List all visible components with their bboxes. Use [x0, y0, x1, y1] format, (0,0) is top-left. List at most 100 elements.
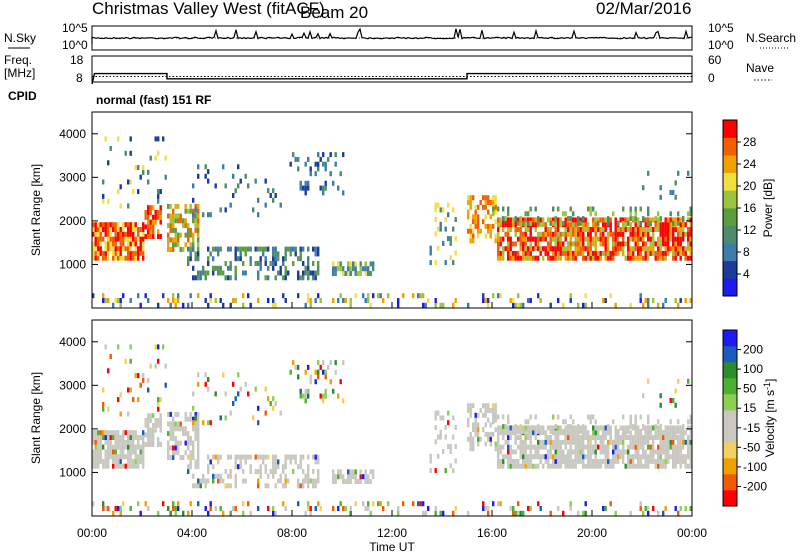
power-cell: [192, 183, 195, 189]
power-cell: [689, 241, 692, 247]
velocity-cell: [187, 469, 190, 474]
power-cell: [684, 231, 687, 237]
velocity-cell: [354, 474, 357, 480]
velocity-cell: [239, 464, 242, 470]
power-cell: [187, 237, 190, 243]
power-cell: [574, 231, 577, 237]
power-cell: [332, 261, 335, 267]
power-cell: [99, 222, 102, 228]
power-cell: [647, 217, 650, 223]
power-cell: [157, 193, 160, 199]
power-cell: [672, 217, 675, 223]
power-cell: [312, 275, 315, 281]
power-cell: [574, 222, 577, 228]
velocity-cell: [157, 344, 160, 350]
power-cell: [117, 246, 120, 252]
power-cell: [529, 246, 532, 252]
power-cell: [527, 250, 530, 256]
velocity-cell: [604, 463, 607, 469]
power-cell: [139, 250, 142, 256]
power-cell: [104, 231, 107, 237]
power-cell: [502, 250, 505, 256]
power-cell: [577, 241, 580, 247]
power-cell: [517, 220, 520, 226]
velocity-cell: [314, 478, 317, 484]
power-cell: [97, 255, 100, 261]
velocity-cell: [354, 469, 357, 475]
power-cell: [452, 260, 455, 266]
velocity-cell: [669, 425, 672, 431]
velocity-cell: [192, 391, 195, 397]
power-cell: [492, 293, 495, 299]
power-cell: [142, 227, 145, 232]
velocity-cell: [689, 454, 692, 460]
power-cell: [627, 246, 630, 252]
power-colorbar-swatch: [723, 190, 737, 209]
power-cell: [192, 265, 195, 271]
x-tick-label: 08:00: [277, 526, 307, 540]
power-cell: [589, 255, 592, 261]
velocity-cell: [359, 474, 362, 480]
power-cell: [589, 236, 592, 242]
velocity-cell: [299, 464, 302, 470]
velocity-cell: [94, 458, 97, 464]
power-cell: [619, 241, 622, 247]
velocity-cell: [192, 416, 195, 422]
power-cell: [637, 250, 640, 256]
velocity-cell: [557, 449, 560, 455]
power-cell: [632, 231, 635, 237]
velocity-cell: [254, 454, 257, 460]
velocity-cell: [604, 458, 607, 464]
power-cell: [609, 217, 612, 223]
velocity-cell: [624, 430, 627, 436]
power-cell: [234, 188, 237, 194]
power-cell: [282, 275, 285, 281]
power-cell: [317, 261, 320, 266]
power-cell: [589, 250, 592, 256]
power-cell: [269, 261, 272, 266]
velocity-cell: [507, 435, 510, 440]
power-cell: [114, 250, 117, 256]
velocity-cell: [364, 506, 367, 511]
velocity-cell: [107, 368, 110, 374]
power-cell: [99, 231, 102, 237]
power-cell: [177, 242, 180, 248]
velocity-cell: [592, 430, 595, 436]
velocity-cell: [204, 506, 207, 511]
power-cell: [142, 250, 145, 256]
power-cell: [599, 231, 602, 237]
velocity-cell: [117, 439, 120, 445]
power-cell: [194, 275, 197, 281]
power-cell: [554, 222, 557, 228]
velocity-cell: [589, 458, 592, 464]
power-cell: [189, 247, 192, 252]
velocity-cell: [309, 374, 312, 380]
velocity-cell: [307, 393, 310, 399]
velocity-cell: [129, 439, 132, 445]
power-cell: [687, 255, 690, 261]
velocity-cell: [579, 425, 582, 431]
velocity-cell: [597, 444, 600, 450]
power-cell: [674, 180, 677, 186]
velocity-cell: [632, 458, 635, 464]
velocity-cell: [507, 439, 510, 445]
velocity-cell: [467, 403, 470, 409]
velocity-cell: [324, 393, 327, 399]
power-cell: [509, 227, 512, 232]
power-cell: [99, 241, 102, 247]
velocity-cell: [677, 510, 680, 516]
power-cell: [622, 246, 625, 252]
velocity-cell: [187, 464, 190, 470]
power-cell: [102, 298, 105, 303]
power-cell: [512, 302, 515, 308]
velocity-cell: [629, 439, 632, 445]
velocity-cell: [592, 449, 595, 455]
power-cell: [634, 241, 637, 247]
power-cell: [127, 241, 130, 247]
velocity-cell: [587, 435, 590, 440]
power-cell: [622, 227, 625, 232]
power-cell: [554, 236, 557, 242]
velocity-cell: [349, 506, 352, 511]
velocity-cell: [299, 388, 302, 394]
power-cell: [537, 293, 540, 299]
